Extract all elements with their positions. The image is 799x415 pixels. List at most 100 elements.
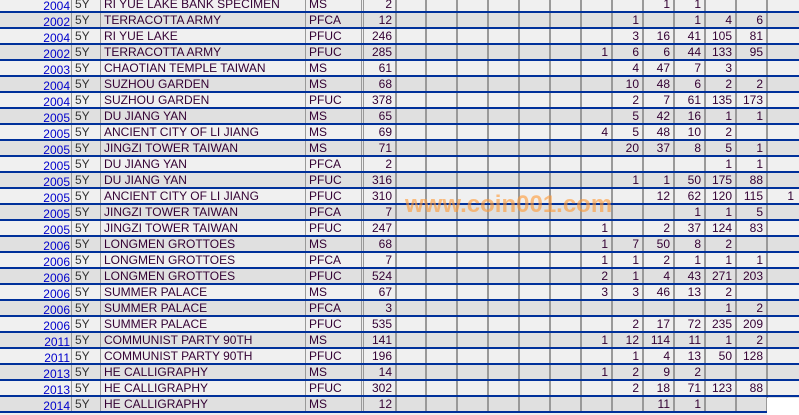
grade-count-cell: 4: [642, 269, 673, 283]
grade-count-cell: [735, 0, 766, 11]
grade-count-cell: 3: [704, 61, 735, 75]
grade-count-cell: 7: [642, 93, 673, 107]
year-link[interactable]: 2006: [43, 319, 70, 331]
grade-count-cell: [425, 333, 456, 347]
coin-name-cell: SUMMER PALACE: [100, 301, 305, 315]
grade-count-cell: 123: [704, 381, 735, 395]
coin-name-cell: HE CALLIGRAPHY: [100, 397, 305, 411]
type-cell: PFUC: [305, 317, 362, 331]
year-link[interactable]: 2006: [43, 271, 70, 283]
year-link[interactable]: 2002: [43, 47, 70, 59]
grade-count-cell: [549, 189, 580, 203]
grade-count-cell: [395, 45, 426, 59]
year-link[interactable]: 2005: [43, 111, 70, 123]
year-link[interactable]: 2006: [43, 287, 70, 299]
year-link[interactable]: 2011: [44, 335, 70, 347]
grade-count-cell: 47: [642, 61, 673, 75]
coin-name-cell: TERRACOTTA ARMY: [100, 45, 305, 59]
grade-count-cell: [395, 13, 426, 27]
grade-count-cell: [425, 349, 456, 363]
grade-count-cell: 105: [704, 29, 735, 43]
grade-count-cell: [487, 221, 518, 235]
grade-count-cell: [425, 173, 456, 187]
grade-count-cell: [425, 221, 456, 235]
type-cell: MS: [305, 109, 362, 123]
term-cell: 5Y: [71, 333, 100, 347]
grade-count-cell: [611, 0, 642, 11]
grade-count-cell: [456, 45, 487, 59]
grade-count-cell: [456, 285, 487, 299]
year-link[interactable]: 2013: [43, 367, 70, 379]
grade-count-cell: 128: [735, 349, 766, 363]
term-cell: 5Y: [71, 141, 100, 155]
grade-count-cell: [549, 13, 580, 27]
term-cell: 5Y: [71, 157, 100, 171]
year-link[interactable]: 2004: [43, 0, 70, 11]
grade-count-cell: [549, 61, 580, 75]
coin-name-cell: CHAOTIAN TEMPLE TAIWAN: [100, 61, 305, 75]
year-link[interactable]: 2006: [43, 303, 70, 315]
year-link[interactable]: 2004: [43, 95, 70, 107]
grade-count-cell: [766, 29, 797, 43]
grade-count-cell: 2: [642, 221, 673, 235]
grade-count-cell: 18: [642, 381, 673, 395]
table-row: 2002 5Y TERRACOTTA ARMY PFUC 285 1 6 6 44 133 95: [0, 45, 799, 61]
year-link[interactable]: 2006: [43, 255, 70, 267]
year-link[interactable]: 2013: [43, 383, 70, 395]
grade-count-cell: [580, 173, 611, 187]
grade-count-cell: [518, 333, 549, 347]
type-cell: PFUC: [305, 93, 362, 107]
grade-count-cell: [766, 125, 797, 139]
year-link[interactable]: 2011: [44, 351, 70, 363]
year-link[interactable]: 2005: [43, 159, 70, 171]
grade-count-cell: 41: [673, 29, 704, 43]
grade-count-cell: [425, 317, 456, 331]
term-cell: 5Y: [71, 77, 100, 91]
grade-count-cell: [456, 13, 487, 27]
coin-name-cell: DU JIANG YAN: [100, 173, 305, 187]
grade-count-cell: 8: [673, 141, 704, 155]
grade-count-cell: 1: [580, 253, 611, 267]
grade-count-cell: 5: [611, 125, 642, 139]
year-link[interactable]: 2014: [43, 399, 70, 411]
grade-count-cell: 1: [673, 205, 704, 219]
type-cell: MS: [305, 0, 362, 11]
grade-count-cell: [395, 237, 426, 251]
grade-count-cell: 50: [673, 173, 704, 187]
year-link[interactable]: 2004: [43, 79, 70, 91]
grade-count-cell: [704, 365, 735, 379]
year-link[interactable]: 2003: [43, 63, 70, 75]
grade-count-cell: [549, 77, 580, 91]
total-cell: 14: [361, 365, 395, 379]
year-link[interactable]: 2005: [43, 207, 70, 219]
term-cell: 5Y: [71, 221, 100, 235]
grade-count-cell: 6: [735, 13, 766, 27]
grade-count-cell: [580, 381, 611, 395]
grade-count-cell: [425, 0, 456, 11]
grade-count-cell: [456, 0, 487, 11]
grade-count-cell: 1: [673, 397, 704, 411]
year-link[interactable]: 2005: [43, 127, 70, 139]
grade-count-cell: [735, 125, 766, 139]
year-link[interactable]: 2005: [43, 191, 70, 203]
term-cell: 5Y: [71, 301, 100, 315]
year-link[interactable]: 2002: [43, 15, 70, 27]
grade-count-cell: [518, 125, 549, 139]
table-row: 2005 5Y DU JIANG YAN MS 65 5 42 16 1 1: [0, 109, 799, 125]
grade-count-cell: 2: [611, 93, 642, 107]
grade-count-cell: [704, 0, 735, 11]
year-link[interactable]: 2004: [43, 31, 70, 43]
term-cell: 5Y: [71, 317, 100, 331]
year-link[interactable]: 2005: [43, 175, 70, 187]
grade-count-cell: 12: [611, 333, 642, 347]
total-cell: 7: [361, 205, 395, 219]
type-cell: PFCA: [305, 253, 362, 267]
grade-count-cell: [549, 237, 580, 251]
year-link[interactable]: 2005: [43, 223, 70, 235]
term-cell: 5Y: [71, 285, 100, 299]
year-link[interactable]: 2006: [43, 239, 70, 251]
grade-count-cell: [580, 13, 611, 27]
grade-count-cell: [518, 141, 549, 155]
grade-count-cell: 2: [611, 317, 642, 331]
year-link[interactable]: 2005: [43, 143, 70, 155]
